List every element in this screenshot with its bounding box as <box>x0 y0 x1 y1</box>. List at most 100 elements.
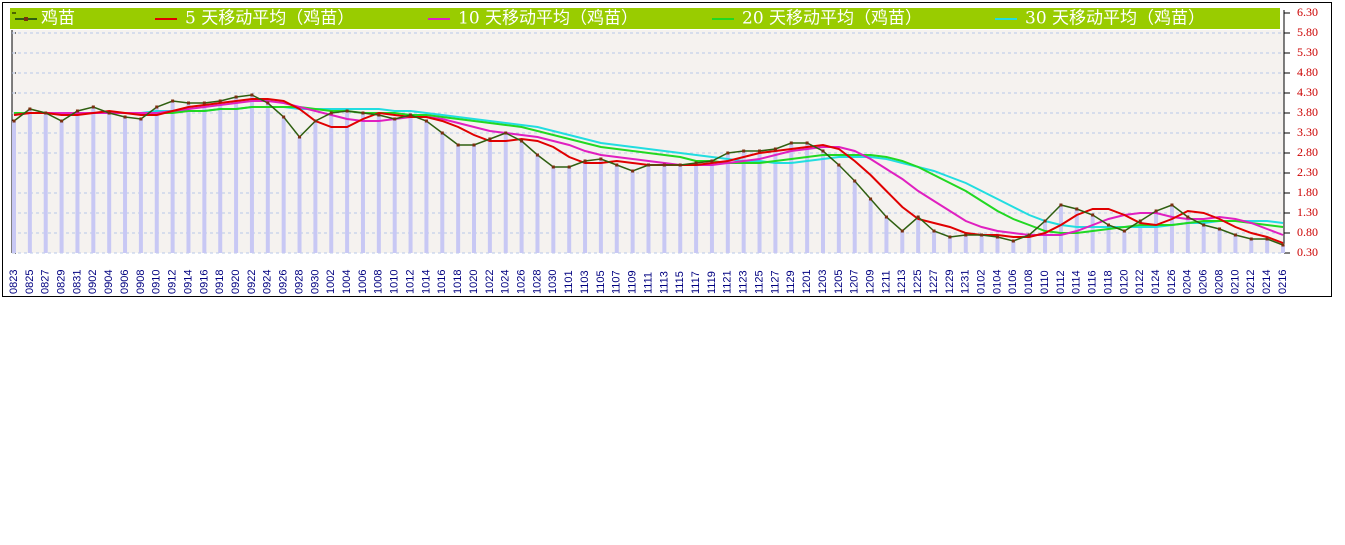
point-marker <box>218 99 222 103</box>
point-marker <box>599 157 603 161</box>
bar <box>1281 245 1285 253</box>
bar <box>741 151 746 253</box>
point-marker <box>1011 239 1015 243</box>
point-marker <box>1170 203 1174 207</box>
point-marker <box>313 119 317 123</box>
bar <box>979 235 984 253</box>
point-marker <box>1091 213 1095 217</box>
bar <box>1185 217 1190 253</box>
y-tick-label: 5.30 <box>1297 45 1318 59</box>
x-tick-label: 1201 <box>801 270 813 294</box>
point-marker <box>821 149 825 153</box>
series-line <box>13 100 1284 236</box>
point-marker <box>424 119 428 123</box>
bar <box>265 103 270 253</box>
bar <box>424 121 429 253</box>
y-tick-label: 3.80 <box>1297 105 1318 119</box>
bar <box>329 113 334 253</box>
point-marker <box>900 229 904 233</box>
point-marker <box>393 117 397 121</box>
bar <box>218 101 223 253</box>
x-tick-label: 0106 <box>1007 270 1019 294</box>
x-tick-label: 0910 <box>151 270 163 294</box>
point-marker <box>155 105 159 109</box>
bar <box>789 143 794 253</box>
point-marker <box>995 235 999 239</box>
point-marker <box>948 235 952 239</box>
bar <box>805 143 810 253</box>
point-marker <box>742 149 746 153</box>
bar <box>297 137 302 253</box>
legend-label: 20 天移动平均（鸡苗） <box>742 9 922 29</box>
x-tick-label: 1020 <box>468 270 480 294</box>
bar <box>646 165 651 253</box>
point-marker <box>107 111 111 115</box>
x-tick-label: 0110 <box>1039 270 1051 294</box>
point-marker <box>631 169 635 173</box>
x-tick-label: 0210 <box>1229 270 1241 294</box>
x-tick-label: 0104 <box>991 270 1003 294</box>
x-tick-label: 0214 <box>1261 270 1273 294</box>
x-tick-label: 1227 <box>928 270 940 294</box>
x-tick-label: 1028 <box>531 270 543 294</box>
x-tick-label: 1123 <box>738 270 750 294</box>
point-marker <box>456 143 460 147</box>
bar <box>138 119 143 253</box>
y-tick-label: 0.80 <box>1297 225 1318 239</box>
bar <box>694 163 699 253</box>
bar <box>1106 225 1111 253</box>
bar <box>1090 215 1095 253</box>
point-marker <box>1265 237 1269 241</box>
point-marker <box>662 163 666 167</box>
y-tick-label: 4.80 <box>1297 65 1318 79</box>
bar <box>1249 239 1254 253</box>
x-tick-label: 0902 <box>87 270 99 294</box>
x-tick-label: 0212 <box>1245 270 1257 294</box>
bar <box>1217 229 1222 253</box>
x-tick-label: 0908 <box>135 270 147 294</box>
bar <box>963 235 968 253</box>
point-marker <box>916 215 920 219</box>
bar <box>662 165 667 253</box>
bar <box>598 159 603 253</box>
point-marker <box>837 163 841 167</box>
bar <box>376 115 381 253</box>
point-marker <box>1154 209 1158 213</box>
x-tick-label: 1225 <box>912 270 924 294</box>
legend-bar <box>10 8 1280 29</box>
point-marker <box>361 111 365 115</box>
point-marker <box>980 233 984 237</box>
x-tick-label: 0102 <box>976 270 988 294</box>
x-tick-label: 0912 <box>167 270 179 294</box>
point-marker <box>1138 219 1142 223</box>
bar <box>170 101 175 253</box>
legend-label: 10 天移动平均（鸡苗） <box>458 9 638 29</box>
point-marker <box>520 139 524 143</box>
legend-label: 鸡苗 <box>41 9 75 29</box>
x-tick-label: 1229 <box>944 270 956 294</box>
y-tick-label: 6.30 <box>1297 5 1318 19</box>
point-marker <box>869 197 873 201</box>
x-tick-label: 1211 <box>880 270 892 294</box>
point-marker <box>186 101 190 105</box>
y-tick-label: 0.30 <box>1297 245 1318 259</box>
point-marker <box>250 93 254 97</box>
point-marker <box>583 159 587 163</box>
bar <box>709 161 714 253</box>
legend-label: 30 天移动平均（鸡苗） <box>1025 9 1205 29</box>
y-tick-label: 5.80 <box>1297 25 1318 39</box>
point-marker <box>488 137 492 141</box>
bar <box>43 113 48 253</box>
x-tick-label: 1016 <box>436 270 448 294</box>
point-marker <box>1107 223 1111 227</box>
point-marker <box>345 109 349 113</box>
point-marker <box>282 115 286 119</box>
bar <box>281 117 286 253</box>
point-marker <box>853 179 857 183</box>
x-tick-label: 0112 <box>1055 270 1067 294</box>
x-tick-label: 1111 <box>642 272 654 294</box>
bar <box>678 165 683 253</box>
point-marker <box>758 149 762 153</box>
x-tick-label: 1125 <box>753 270 765 294</box>
